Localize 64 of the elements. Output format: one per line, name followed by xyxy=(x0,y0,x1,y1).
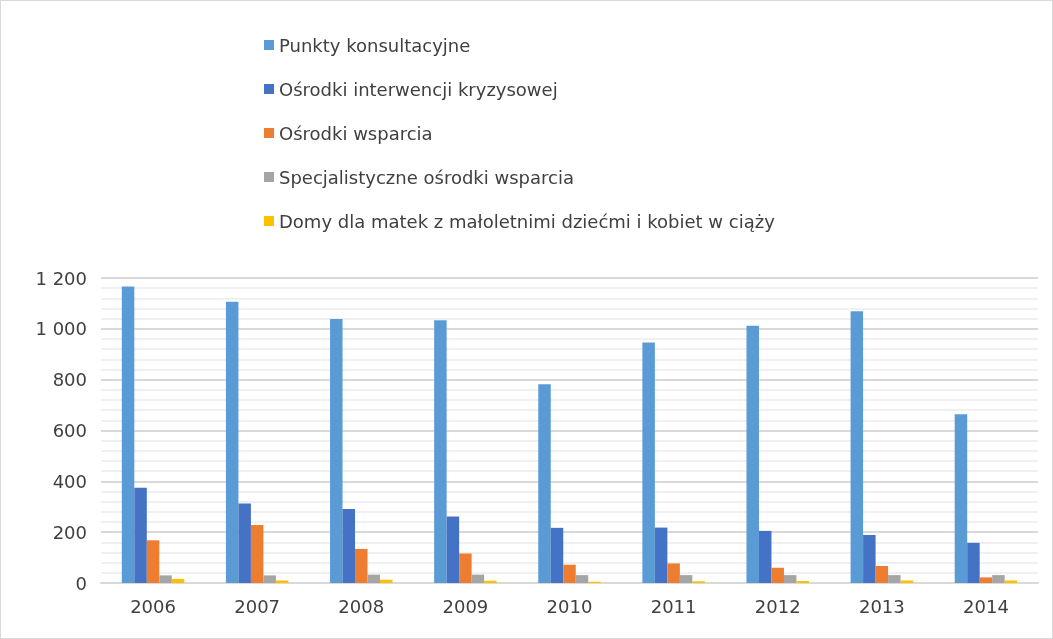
x-tick-label: 2007 xyxy=(234,595,281,617)
bar xyxy=(275,580,289,583)
bar xyxy=(783,575,797,583)
bar xyxy=(979,577,993,583)
y-tick-label: 800 xyxy=(52,369,87,391)
bar xyxy=(563,564,576,583)
bar xyxy=(225,301,239,583)
bar xyxy=(238,503,251,583)
bar xyxy=(550,527,564,583)
bar xyxy=(888,575,901,583)
bar xyxy=(679,575,693,583)
x-tick-label: 2010 xyxy=(546,595,593,617)
x-tick-label: 2009 xyxy=(442,595,489,617)
bar xyxy=(330,318,343,583)
bar xyxy=(992,575,1005,583)
bar xyxy=(250,525,264,583)
bar xyxy=(484,580,497,583)
y-tick-label: 0 xyxy=(75,572,87,594)
bar xyxy=(863,534,876,583)
bar xyxy=(159,575,172,583)
bar xyxy=(954,414,968,583)
x-tick-label: 2014 xyxy=(963,595,1009,617)
bar xyxy=(367,574,381,583)
x-tick-label: 2012 xyxy=(754,595,801,617)
y-tick-label: 1 200 xyxy=(35,267,87,289)
bar xyxy=(471,574,485,583)
x-tick-label: 2008 xyxy=(338,595,385,617)
bar xyxy=(121,286,135,583)
legend-label: Ośrodki interwencji kryzysowej xyxy=(279,78,558,100)
bar xyxy=(771,567,784,583)
bar xyxy=(146,540,160,583)
bar xyxy=(746,325,759,583)
bar xyxy=(875,565,889,583)
y-tick-label: 200 xyxy=(52,521,87,543)
bar xyxy=(654,527,668,583)
bar xyxy=(459,553,472,583)
legend-label: Punkty konsultacyjne xyxy=(279,34,471,56)
bar xyxy=(900,580,914,583)
bar xyxy=(758,530,772,583)
bar xyxy=(967,542,980,583)
bar xyxy=(642,342,655,583)
bar xyxy=(355,548,368,583)
bar xyxy=(796,580,809,583)
bar xyxy=(1004,580,1018,583)
x-tick-label: 2011 xyxy=(650,595,697,617)
bar xyxy=(538,384,551,583)
legend-label: Specjalistyczne ośrodki wsparcia xyxy=(279,166,574,188)
bar xyxy=(446,516,460,583)
x-tick-label: 2013 xyxy=(858,595,905,617)
bar xyxy=(434,320,447,583)
bar xyxy=(171,578,185,583)
bar xyxy=(850,311,864,583)
legend-label: Ośrodki wsparcia xyxy=(279,122,433,144)
bar xyxy=(134,487,147,583)
legend-label: Domy dla matek z małoletnimi dziećmi i kobiet w ciąży xyxy=(279,210,776,232)
bar xyxy=(575,575,589,583)
bar xyxy=(263,575,276,583)
bar xyxy=(667,563,680,583)
x-tick-label: 2006 xyxy=(130,595,176,617)
y-tick-label: 1 000 xyxy=(35,318,87,340)
bar xyxy=(342,509,356,583)
bar xyxy=(380,579,393,583)
y-tick-label: 600 xyxy=(52,420,87,441)
y-tick-label: 400 xyxy=(52,470,87,492)
